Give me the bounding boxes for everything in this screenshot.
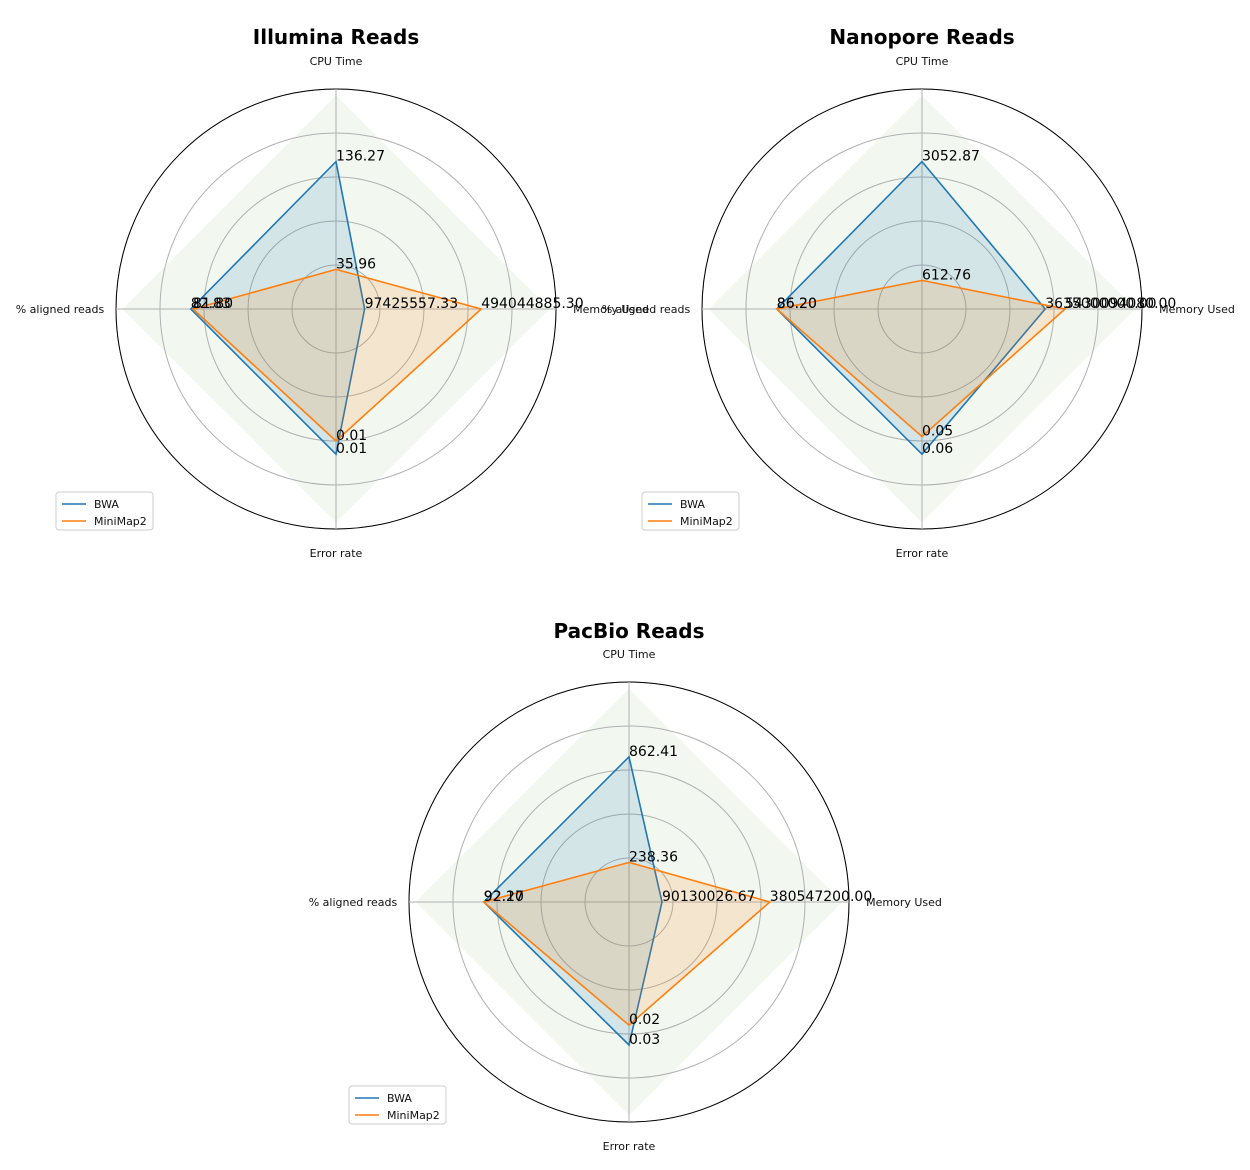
axis-label: CPU Time [310,55,363,68]
axis-label: Error rate [896,547,949,560]
legend-entry: BWA [387,1092,412,1105]
series-area-bwa [189,159,366,456]
axis-label: CPU Time [896,55,949,68]
data-label: 86.20 [777,296,817,312]
legend-entry: MiniMap2 [94,515,147,528]
radar-panel-2: PacBio Reads CPU Time Memory Used Error rat… [309,619,942,1153]
legend: BWA MiniMap2 [348,1085,447,1125]
legend-entry: BWA [94,498,119,511]
series-area-minimap2 [191,268,483,443]
axis-label: % aligned reads [16,303,105,316]
data-label: 3052.87 [922,149,980,165]
axis-label: Memory Used [1159,303,1235,316]
data-label: 862.41 [629,744,678,760]
data-label: 0.06 [922,441,953,457]
series-area-bwa [482,755,663,1047]
chart-title: PacBio Reads [554,619,705,643]
axis-label: CPU Time [603,648,656,661]
axis-label: % aligned reads [309,896,398,909]
data-label: 0.01 [336,428,367,444]
series-area-bwa [775,160,1047,456]
data-label: 612.76 [922,267,971,283]
axis-label: Memory Used [573,303,649,316]
data-label: 0.03 [629,1032,660,1048]
legend-entry: MiniMap2 [387,1109,440,1122]
legend: BWA MiniMap2 [641,491,740,531]
data-label: 92.17 [484,889,524,905]
radar-panel-1: Nanopore Reads CPU Time Memory Used Error r… [602,25,1235,560]
data-label: 0.02 [629,1012,660,1028]
data-label: 0.05 [922,424,953,440]
data-label: 97425557.33 [365,296,459,312]
data-label: 86.20 [777,296,817,312]
radar-panel-0: Illumina Reads CPU Time Memory Used Error r… [16,25,649,560]
chart-title: Illumina Reads [253,25,419,49]
axis-label: Memory Used [866,896,942,909]
data-label: 35.96 [336,256,376,272]
legend: BWA MiniMap2 [55,491,154,531]
data-label: 0.01 [336,441,367,457]
data-label: 3635000000.00 [1045,296,1156,312]
data-label: 136.27 [336,149,385,165]
axis-label: Error rate [603,1140,656,1153]
chart-title: Nanopore Reads [829,25,1014,49]
data-label: 238.36 [629,849,678,865]
series-area-minimap2 [775,279,1067,438]
data-label: 81.80 [193,296,233,312]
data-label: 380547200.00 [770,889,872,905]
series-area-minimap2 [482,861,772,1027]
axis-label: Error rate [310,547,363,560]
legend-entry: BWA [680,498,705,511]
axis-label: % aligned reads [602,303,691,316]
legend-entry: MiniMap2 [680,515,733,528]
data-label: 5430094080.00 [1065,296,1176,312]
data-label: 90130026.67 [662,889,756,905]
data-label: 92.20 [484,889,524,905]
data-label: 82.83 [191,296,231,312]
data-label: 494044885.30 [481,296,583,312]
